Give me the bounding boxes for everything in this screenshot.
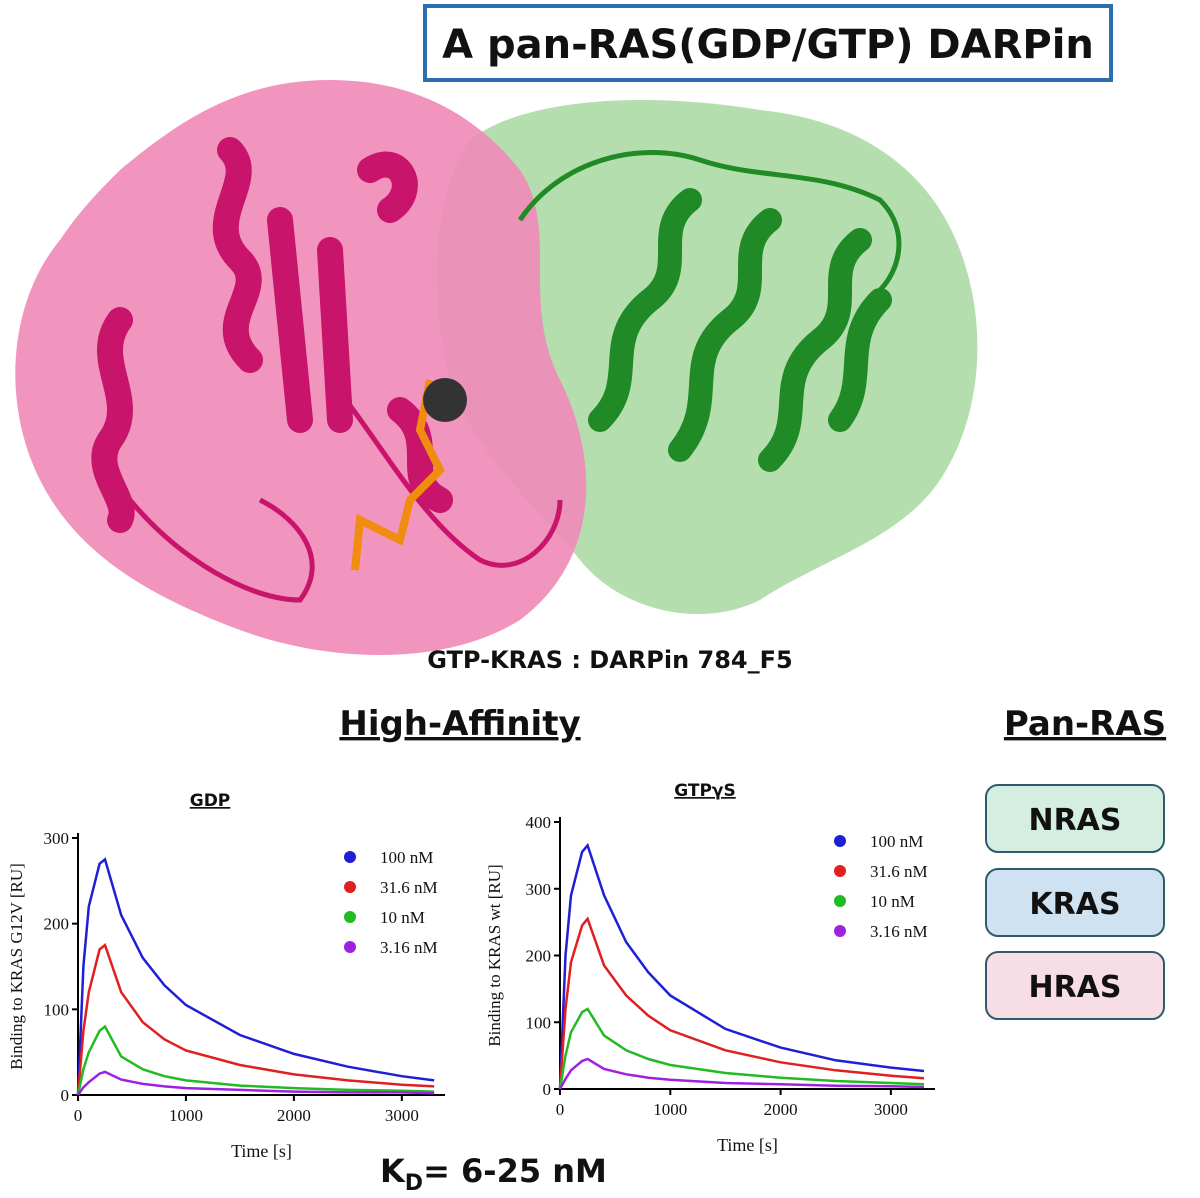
- legend-marker: [344, 941, 356, 953]
- y-tick-label: 300: [44, 829, 70, 848]
- chart-title: GDP: [190, 791, 231, 811]
- x-tick-label: 2000: [277, 1106, 311, 1125]
- mg-ion: [423, 378, 467, 422]
- legend-label: 10 nM: [870, 892, 915, 911]
- kd-main: K: [380, 1152, 406, 1190]
- series-line: [76, 943, 435, 1096]
- series-line: [76, 857, 435, 1096]
- kd-label: KD= 6-25 nM: [380, 1152, 607, 1196]
- x-tick-label: 2000: [764, 1100, 798, 1119]
- x-tick-label: 1000: [653, 1100, 687, 1119]
- series-line: [558, 842, 925, 1090]
- gtp-ligand: [351, 379, 445, 571]
- series-line: [558, 916, 925, 1090]
- darpin-loops: [517, 150, 902, 292]
- section-title: High-Affinity: [339, 704, 580, 744]
- kd-sub: D: [405, 1171, 423, 1196]
- legend-marker: [344, 911, 356, 923]
- ras-box: [985, 951, 1165, 1020]
- structure-caption: GTP-KRAS : DARPin 784_F5: [427, 646, 792, 674]
- chart-title: GTPγS: [674, 781, 736, 801]
- legend-label: 3.16 nM: [380, 938, 438, 957]
- y-axis-label: Binding to KRAS G12V [RU]: [7, 863, 26, 1070]
- ras-box: [985, 868, 1165, 937]
- y-axis-label: Binding to KRAS wt [RU]: [485, 864, 504, 1046]
- kras-loops: [128, 378, 563, 603]
- legend-label: 3.16 nM: [870, 922, 928, 941]
- y-tick-label: 200: [44, 915, 70, 934]
- x-tick-label: 3000: [874, 1100, 908, 1119]
- series-line: [76, 1024, 435, 1096]
- y-tick-label: 100: [526, 1013, 552, 1032]
- title: A pan-RAS(GDP/GTP) DARPin: [442, 22, 1094, 68]
- legend-marker: [834, 835, 846, 847]
- series-line: [558, 1007, 925, 1090]
- ras-box: [985, 784, 1165, 853]
- x-axis-label: Time [s]: [717, 1135, 778, 1155]
- legend-label: 100 nM: [870, 832, 923, 851]
- section-title: Pan-RAS: [1004, 704, 1166, 744]
- y-tick-label: 400: [526, 813, 552, 832]
- ras-label: NRAS: [1028, 803, 1121, 838]
- legend-marker: [834, 925, 846, 937]
- y-tick-label: 100: [44, 1000, 70, 1019]
- kd-rest: = 6-25 nM: [423, 1152, 607, 1190]
- legend-label: 10 nM: [380, 908, 425, 927]
- legend-label: 31.6 nM: [380, 878, 438, 897]
- x-tick-label: 3000: [385, 1106, 419, 1125]
- kras-ribbons: [91, 137, 453, 533]
- x-axis-label: Time [s]: [231, 1141, 292, 1161]
- title-box: [423, 4, 1113, 82]
- series-line: [76, 1070, 435, 1096]
- ras-label: HRAS: [1028, 970, 1121, 1005]
- x-tick-label: 0: [74, 1106, 83, 1125]
- protein-structure: [15, 80, 978, 655]
- x-tick-label: 0: [556, 1100, 565, 1119]
- legend-marker: [834, 895, 846, 907]
- legend-marker: [834, 865, 846, 877]
- ras-label: KRAS: [1029, 887, 1120, 922]
- series-line: [558, 1057, 925, 1090]
- y-tick-label: 200: [526, 947, 552, 966]
- legend-marker: [344, 851, 356, 863]
- y-tick-label: 300: [526, 880, 552, 899]
- x-tick-label: 1000: [169, 1106, 203, 1125]
- darpin-ribbons: [588, 188, 892, 472]
- y-tick-label: 0: [61, 1086, 70, 1105]
- legend-marker: [344, 881, 356, 893]
- legend-label: 100 nM: [380, 848, 433, 867]
- y-tick-label: 0: [543, 1080, 552, 1099]
- legend-label: 31.6 nM: [870, 862, 928, 881]
